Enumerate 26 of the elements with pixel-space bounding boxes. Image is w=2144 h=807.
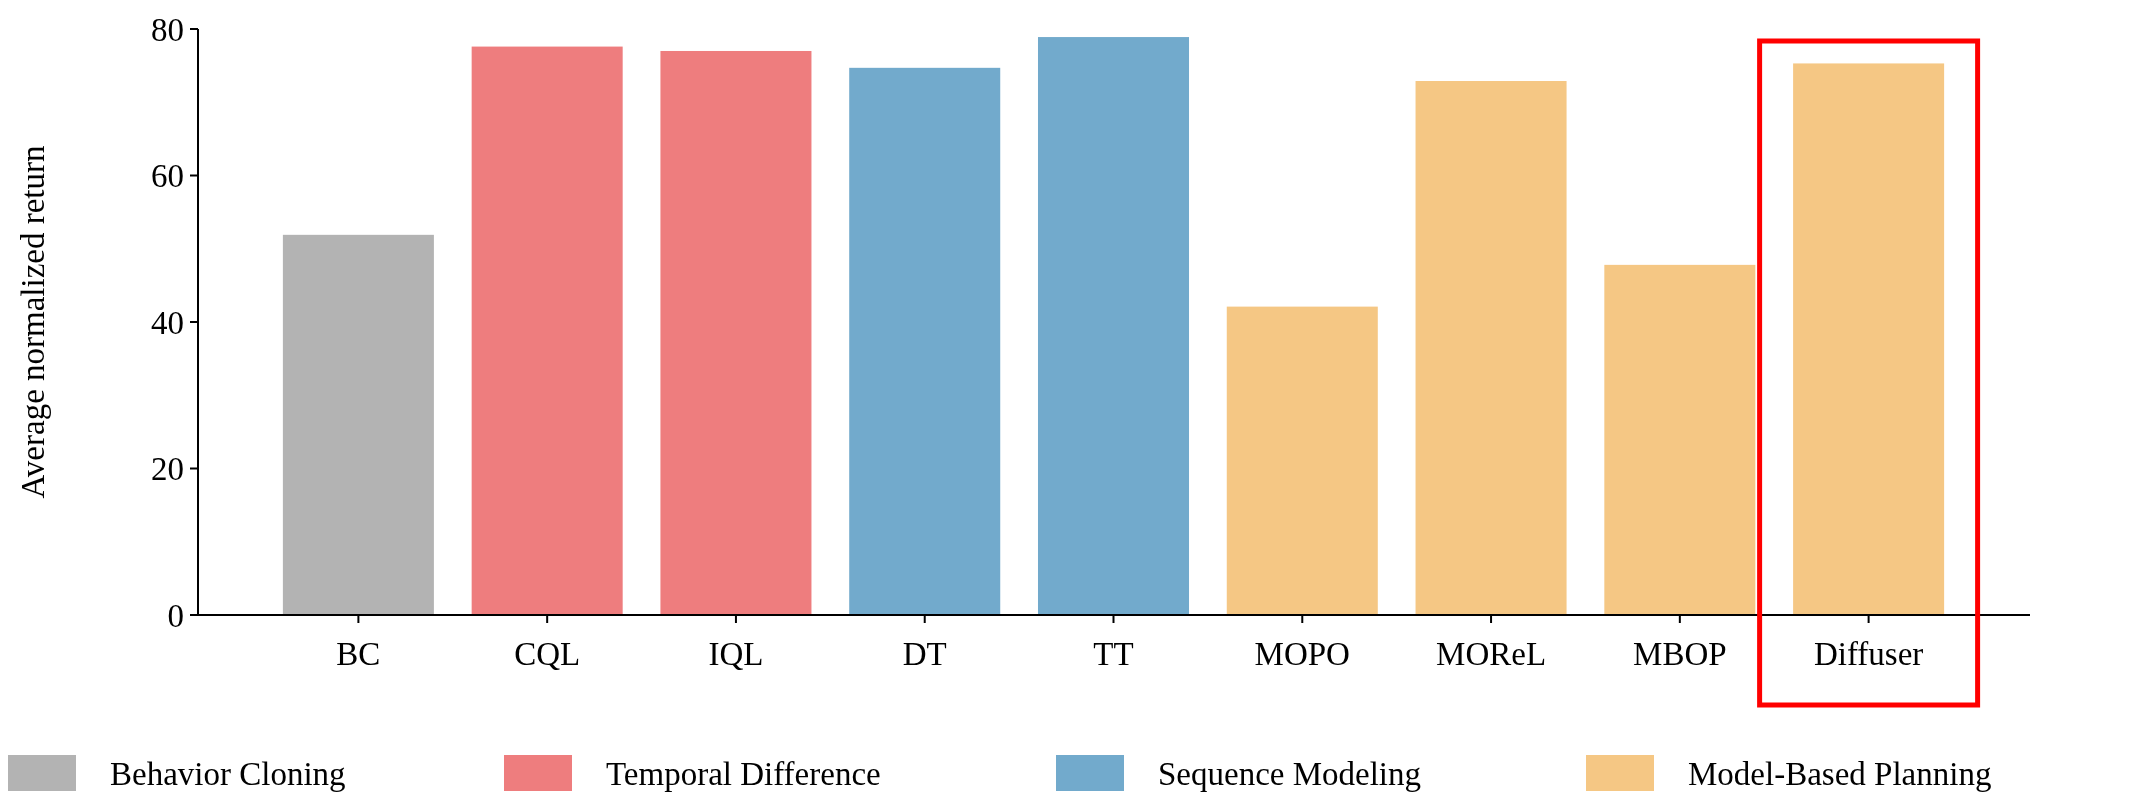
y-tick-label: 40 xyxy=(151,304,184,341)
legend-label: Temporal Difference xyxy=(606,755,881,792)
bar xyxy=(660,50,812,615)
x-tick-label: DT xyxy=(902,636,947,672)
x-tick-label: MOReL xyxy=(1436,636,1547,672)
x-tick-label: IQL xyxy=(708,636,764,672)
legend-label: Sequence Modeling xyxy=(1158,755,1422,792)
bar xyxy=(1415,81,1567,615)
y-tick-label: 20 xyxy=(151,451,184,488)
bar xyxy=(471,46,623,615)
y-tick-label: 60 xyxy=(151,158,184,195)
x-tick-label: MOPO xyxy=(1254,636,1350,672)
x-tick-label: TT xyxy=(1093,636,1134,672)
x-tick-label: Diffuser xyxy=(1813,636,1924,672)
x-tick-label: CQL xyxy=(514,636,581,672)
bar xyxy=(849,67,1001,615)
legend-label: Model-Based Planning xyxy=(1688,755,1992,792)
y-tick-label: 80 xyxy=(151,11,184,48)
y-axis-title: Average normalized return xyxy=(15,145,51,499)
x-tick-label: BC xyxy=(336,636,381,672)
x-tick-label: MBOP xyxy=(1633,636,1727,672)
bar xyxy=(1226,306,1378,615)
legend-label: Behavior Cloning xyxy=(110,755,346,792)
bar xyxy=(1037,37,1190,615)
y-tick-label: 0 xyxy=(167,597,184,634)
bar xyxy=(282,234,434,615)
